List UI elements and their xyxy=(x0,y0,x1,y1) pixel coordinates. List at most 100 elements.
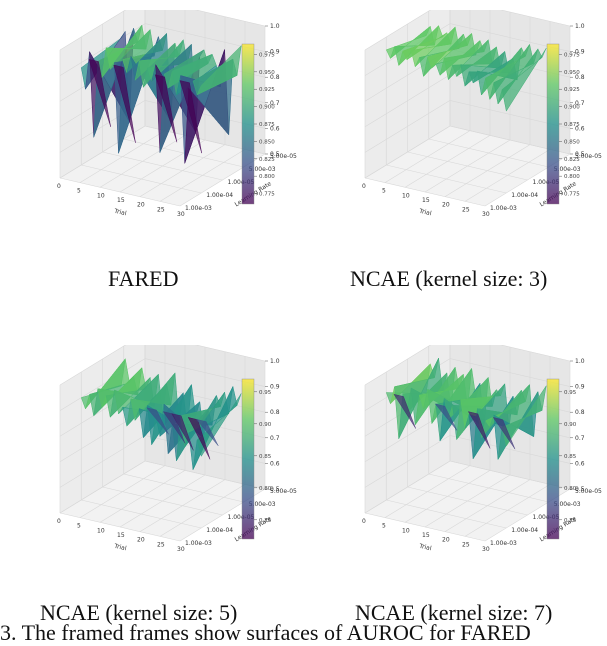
z-tick-label: 0.7 xyxy=(270,435,280,442)
y-tick-label: 5.00e-03 xyxy=(554,166,581,173)
grid-line xyxy=(195,10,266,27)
surface-spike xyxy=(146,407,169,435)
colorbar-tick-label: 0.85 xyxy=(564,454,577,460)
caption-fared: FARED xyxy=(108,266,179,291)
grid-line xyxy=(364,10,431,51)
z-tick-label: 0.6 xyxy=(270,125,280,132)
surface-spike xyxy=(88,59,111,127)
x-tick-label: 10 xyxy=(402,527,410,534)
colorbar-tick-label: 0.775 xyxy=(259,192,275,198)
colorbar-tick-label: 0.925 xyxy=(564,87,580,93)
grid-line xyxy=(407,486,528,516)
z-tick-label: 0.6 xyxy=(575,125,585,132)
z-tick-label: 0.5 xyxy=(270,486,280,493)
z-tick-label: 0.9 xyxy=(270,49,280,56)
colorbar-tick-label: 0.875 xyxy=(259,122,275,128)
colorbar xyxy=(546,43,560,205)
caption-ncae-k7: NCAE (kernel size: 7) xyxy=(355,600,553,625)
colorbar-tick-label: 0.850 xyxy=(564,139,580,145)
figure-caption-fragment: 3. The framed frames show surfaces of AU… xyxy=(0,620,531,645)
grid-line xyxy=(59,358,146,411)
chart-panel-ncae-k3: 0 5 10 15 20 25 30 5.00e-05 5.00e-03 1.00e-05 1.00… xyxy=(305,10,605,260)
x-tick-label: 0 xyxy=(57,183,61,190)
chart-svg: 0510152025305.00e-055.00e-031.00e-051.00… xyxy=(362,10,602,218)
caption-ncae-k3: NCAE (kernel size: 3) xyxy=(350,266,548,291)
colorbar-tick-label: 0.825 xyxy=(564,157,580,163)
x-tick-label: 30 xyxy=(482,546,490,553)
x-axis-label: Trial xyxy=(113,543,128,553)
grid-line xyxy=(123,138,244,168)
y-tick-label: 5.00e-03 xyxy=(249,166,276,173)
caption-ncae-k5: NCAE (kernel size: 5) xyxy=(40,600,238,625)
colorbar-tick-label: 0.80 xyxy=(564,486,577,492)
surface-facet xyxy=(501,385,547,447)
z-tick-label: 0.5 xyxy=(270,151,280,158)
x-tick-label: 30 xyxy=(177,546,185,553)
chart-svg: 0510152025305.00e-055.00e-031.00e-051.00… xyxy=(57,345,297,553)
grid-line xyxy=(364,460,451,514)
grid-line xyxy=(102,486,223,516)
grid-line xyxy=(195,345,266,362)
y-tick-label: 1.00e-05 xyxy=(533,179,560,186)
z-tick-label: 1.0 xyxy=(575,23,585,30)
x-tick-label: 0 xyxy=(57,518,61,525)
grid-line xyxy=(500,10,571,27)
colorbar-tick-label: 0.90 xyxy=(259,422,272,428)
grid-line xyxy=(59,177,181,207)
colorbar-tick-label: 0.95 xyxy=(564,390,577,396)
colorbar-tick-label: 0.825 xyxy=(259,157,275,163)
grid-line xyxy=(59,435,146,488)
colorbar xyxy=(241,378,255,540)
surface-spike xyxy=(179,80,202,154)
grid-line xyxy=(386,164,507,194)
surface-facet xyxy=(196,393,242,457)
x-tick-label: 15 xyxy=(117,532,125,539)
x-tick-label: 10 xyxy=(97,192,105,199)
grid-line xyxy=(59,23,146,76)
x-axis-label: Trial xyxy=(418,208,433,218)
surface-spike xyxy=(162,411,186,444)
z-tick-label: 1.0 xyxy=(270,23,280,30)
y-tick-label: 5.00e-05 xyxy=(575,488,602,495)
z-tick-label: 0.6 xyxy=(575,460,585,467)
grid-line xyxy=(364,409,451,463)
colorbar-tick-label: 0.80 xyxy=(259,486,272,492)
grid-line xyxy=(428,138,549,168)
x-tick-label: 10 xyxy=(402,192,410,199)
grid-line xyxy=(428,473,549,503)
grid-line xyxy=(81,164,202,194)
colorbar-tick-label: 0.925 xyxy=(259,87,275,93)
x-tick-label: 15 xyxy=(422,197,430,204)
grid-line xyxy=(59,345,126,386)
grid-line xyxy=(407,151,528,181)
grid-line xyxy=(59,460,146,514)
grid-line xyxy=(102,151,223,181)
colorbar-tick-label: 0.875 xyxy=(564,122,580,128)
colorbar-tick-label: 0.85 xyxy=(259,454,272,460)
colorbar-tick-label: 0.950 xyxy=(259,70,275,76)
z-tick-label: 1.0 xyxy=(575,358,585,365)
grid-line xyxy=(364,512,486,542)
y-tick-label: 1.00e-03 xyxy=(490,205,517,212)
surface-spike xyxy=(492,417,516,450)
chart-panel-fared: 0 5 10 15 20 25 30 5.00e-05 5.00e-03 1.00e-05 1.00… xyxy=(0,10,300,260)
colorbar xyxy=(546,378,560,540)
grid-line xyxy=(364,435,451,488)
grid-line xyxy=(364,100,451,153)
y-tick-label: 1.00e-04 xyxy=(206,192,233,199)
z-tick-label: 0.8 xyxy=(575,74,585,81)
colorbar-tick-label: 0.800 xyxy=(564,174,580,180)
grid-line xyxy=(364,345,431,386)
x-tick-label: 25 xyxy=(157,206,165,213)
z-tick-label: 0.9 xyxy=(270,384,280,391)
z-tick-label: 0.7 xyxy=(270,100,280,107)
colorbar-tick-label: 0.850 xyxy=(259,139,275,145)
surface-spike xyxy=(434,403,458,431)
surface-spike xyxy=(467,411,491,449)
colorbar-tick-label: 0.950 xyxy=(564,70,580,76)
x-tick-label: 5 xyxy=(77,523,81,530)
surface-facet xyxy=(501,48,547,112)
chart-svg: 0510152025305.00e-055.00e-031.00e-051.00… xyxy=(57,10,297,218)
surface-spike xyxy=(171,413,194,451)
z-tick-label: 0.8 xyxy=(270,409,280,416)
